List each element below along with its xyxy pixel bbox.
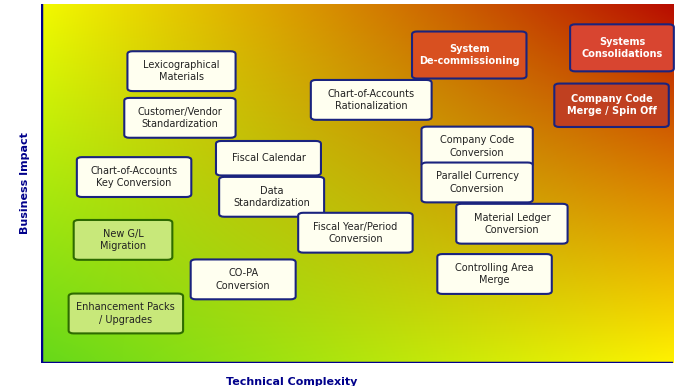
FancyBboxPatch shape: [124, 98, 235, 138]
Text: Systems
Consolidations: Systems Consolidations: [581, 37, 662, 59]
FancyBboxPatch shape: [216, 141, 321, 176]
FancyBboxPatch shape: [299, 213, 413, 252]
FancyBboxPatch shape: [73, 220, 172, 260]
FancyBboxPatch shape: [190, 259, 296, 299]
Text: Chart-of-Accounts
Key Conversion: Chart-of-Accounts Key Conversion: [90, 166, 177, 188]
Text: System
De-commissioning: System De-commissioning: [419, 44, 520, 66]
Text: Controlling Area
Merge: Controlling Area Merge: [456, 263, 534, 285]
Text: CO-PA
Conversion: CO-PA Conversion: [216, 268, 271, 291]
Text: Fiscal Calendar: Fiscal Calendar: [231, 153, 305, 163]
Text: Company Code
Conversion: Company Code Conversion: [440, 135, 514, 158]
Text: Business Impact: Business Impact: [20, 132, 30, 234]
Text: Lexicographical
Materials: Lexicographical Materials: [143, 60, 220, 82]
FancyBboxPatch shape: [311, 80, 432, 120]
FancyBboxPatch shape: [219, 177, 324, 217]
FancyBboxPatch shape: [570, 24, 674, 71]
FancyBboxPatch shape: [554, 83, 668, 127]
FancyBboxPatch shape: [422, 163, 533, 202]
FancyBboxPatch shape: [437, 254, 551, 294]
FancyBboxPatch shape: [412, 32, 526, 78]
Text: Fiscal Year/Period
Conversion: Fiscal Year/Period Conversion: [313, 222, 398, 244]
Text: Enhancement Packs
/ Upgrades: Enhancement Packs / Upgrades: [76, 302, 175, 325]
FancyBboxPatch shape: [69, 294, 183, 334]
Text: New G/L
Migration: New G/L Migration: [100, 229, 146, 251]
Text: Customer/Vendor
Standardization: Customer/Vendor Standardization: [137, 107, 222, 129]
FancyBboxPatch shape: [77, 157, 191, 197]
Text: Company Code
Merge / Spin Off: Company Code Merge / Spin Off: [566, 94, 656, 117]
Text: Material Ledger
Conversion: Material Ledger Conversion: [474, 213, 550, 235]
FancyBboxPatch shape: [422, 127, 533, 166]
Text: Technical Complexity: Technical Complexity: [226, 377, 357, 386]
Text: Chart-of-Accounts
Rationalization: Chart-of-Accounts Rationalization: [328, 89, 415, 111]
Text: Data
Standardization: Data Standardization: [233, 186, 310, 208]
FancyBboxPatch shape: [456, 204, 568, 244]
Text: Parallel Currency
Conversion: Parallel Currency Conversion: [436, 171, 519, 194]
FancyBboxPatch shape: [127, 51, 235, 91]
